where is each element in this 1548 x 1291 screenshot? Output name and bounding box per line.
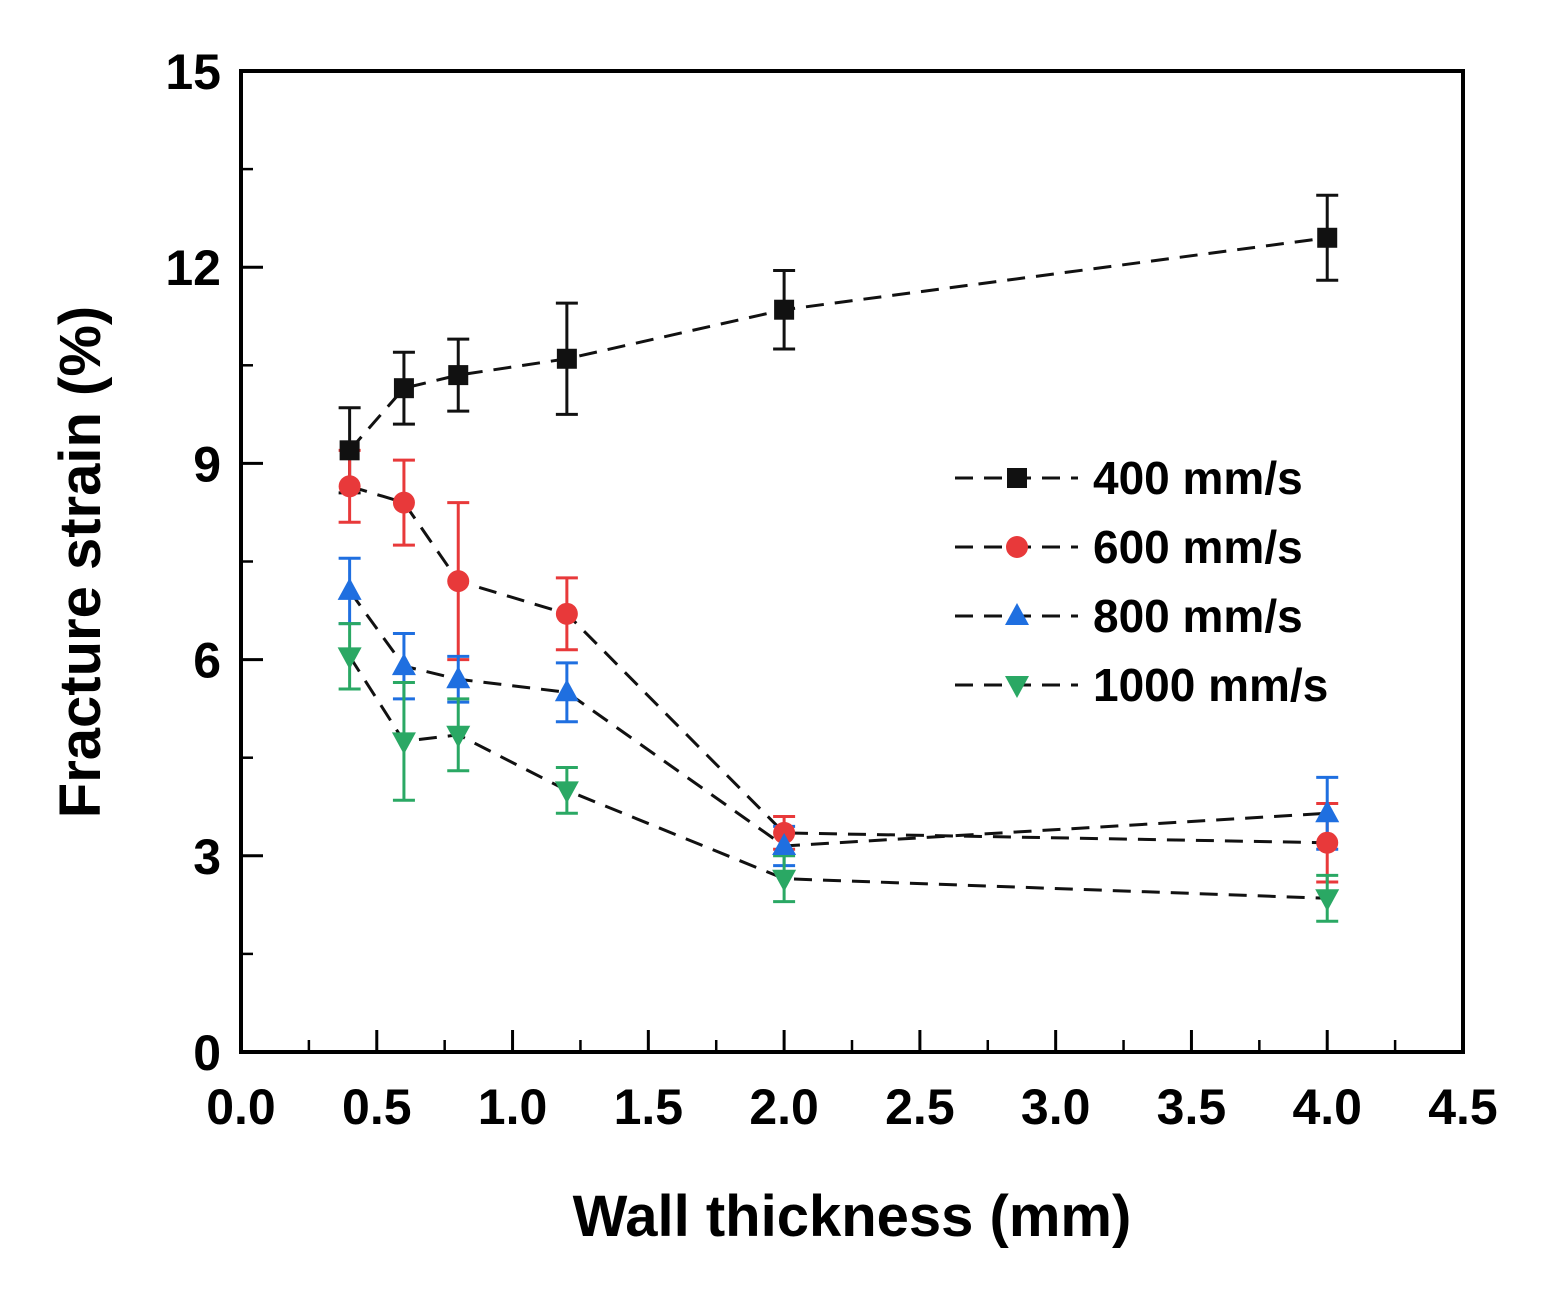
marker-1000-mm-s — [772, 869, 797, 892]
x-tick-label: 4.0 — [1292, 1079, 1362, 1135]
legend-entry-400-mm-s: 400 mm/s — [955, 452, 1303, 504]
legend-entry-800-mm-s: 800 mm/s — [955, 590, 1303, 642]
marker-400-mm-s — [393, 378, 414, 399]
marker-800-mm-s — [772, 832, 797, 855]
series-line-600-mm-s — [349, 484, 1328, 845]
marker-400-mm-s — [556, 348, 577, 369]
x-tick-label: 4.5 — [1428, 1079, 1498, 1135]
x-tick-label: 0.0 — [206, 1079, 276, 1135]
legend-label: 400 mm/s — [1093, 452, 1303, 504]
y-tick-label: 15 — [165, 44, 221, 100]
x-tick-label: 0.5 — [342, 1079, 412, 1135]
x-tick-label: 2.5 — [885, 1079, 955, 1135]
series-line-800-mm-s — [348, 590, 1328, 848]
marker-600-mm-s — [555, 602, 578, 625]
legend-marker — [1005, 603, 1029, 625]
marker-800-mm-s — [446, 666, 471, 689]
legend-label: 800 mm/s — [1093, 590, 1303, 642]
marker-1000-mm-s — [554, 781, 579, 804]
legend: 400 mm/s 600 mm/s 800 mm/s 1000 mm/s — [955, 452, 1328, 711]
series-lines — [348, 236, 1328, 900]
x-tick-label: 1.5 — [614, 1079, 684, 1135]
marker-800-mm-s — [391, 653, 416, 676]
legend-entry-1000-mm-s: 1000 mm/s — [955, 659, 1328, 711]
x-tick-label: 3.5 — [1157, 1079, 1227, 1135]
marker-1000-mm-s — [337, 647, 362, 670]
marker-400-mm-s — [339, 440, 360, 461]
x-tick-label: 3.0 — [1021, 1079, 1091, 1135]
marker-400-mm-s — [774, 299, 795, 320]
legend-label: 1000 mm/s — [1093, 659, 1328, 711]
marker-600-mm-s — [447, 570, 470, 593]
plot-frame — [239, 69, 1465, 1054]
series-line-1000-mm-s — [348, 655, 1328, 900]
y-tick-label: 12 — [165, 240, 221, 296]
y-tick-label: 9 — [193, 436, 221, 492]
y-tick-label: 3 — [193, 829, 221, 885]
marker-1000-mm-s — [446, 725, 471, 748]
marker-600-mm-s — [392, 491, 415, 514]
legend-marker — [1007, 468, 1027, 488]
y-tick-label: 0 — [193, 1025, 221, 1081]
legend-entry-600-mm-s: 600 mm/s — [955, 521, 1303, 573]
x-tick-labels: 0.0 0.5 1.0 1.5 2.0 2.5 3.0 3.5 4.0 4.5 — [206, 1079, 1498, 1135]
series-line-400-mm-s — [348, 236, 1328, 452]
x-axis-title: Wall thickness (mm) — [573, 1184, 1132, 1249]
marker-400-mm-s — [1317, 227, 1338, 248]
y-axis-title: Fracture strain (%) — [48, 306, 113, 818]
marker-800-mm-s — [554, 679, 579, 702]
x-tick-label: 1.0 — [478, 1079, 548, 1135]
marker-600-mm-s — [1316, 831, 1339, 854]
marker-400-mm-s — [448, 365, 469, 386]
legend-label: 600 mm/s — [1093, 521, 1303, 573]
marker-800-mm-s — [337, 577, 362, 600]
legend-marker — [1005, 676, 1029, 698]
marker-1000-mm-s — [1315, 889, 1340, 912]
legend-marker — [1006, 536, 1028, 558]
marker-600-mm-s — [338, 475, 361, 498]
marker-600-mm-s — [773, 821, 796, 844]
marker-800-mm-s — [1315, 800, 1340, 823]
y-tick-labels: 0 3 6 9 12 15 — [165, 44, 221, 1081]
y-tick-label: 6 — [193, 633, 221, 689]
x-tick-label: 2.0 — [749, 1079, 819, 1135]
data-markers — [337, 227, 1340, 912]
marker-1000-mm-s — [391, 732, 416, 755]
